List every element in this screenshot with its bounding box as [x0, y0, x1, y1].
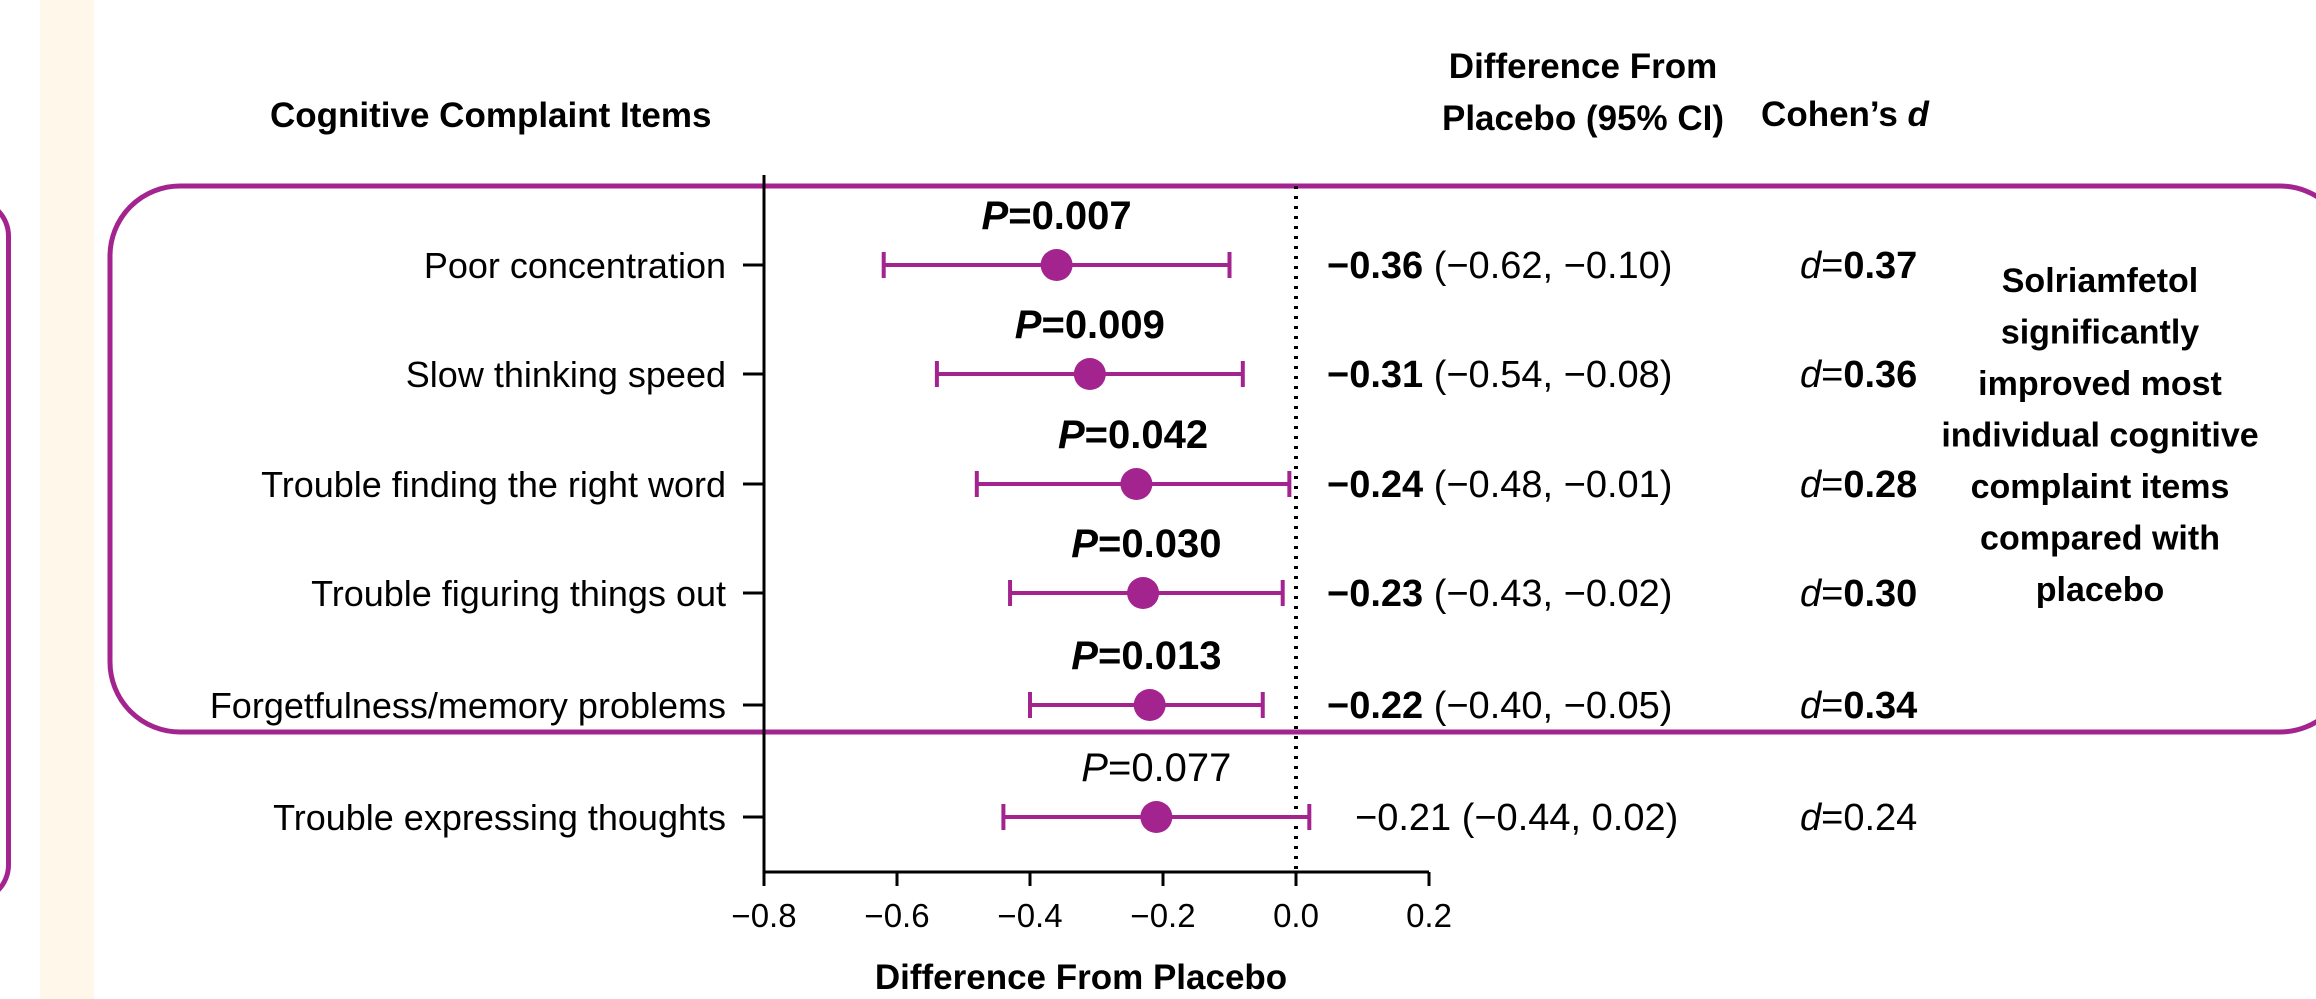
- items-header: Cognitive Complaint Items: [270, 96, 711, 135]
- row-label: Slow thinking speed: [406, 354, 726, 395]
- conclusion-note-line: complaint items: [1971, 468, 2230, 506]
- row-label: Forgetfulness/memory problems: [210, 685, 726, 726]
- conclusion-note-line: significantly: [2001, 314, 2199, 352]
- p-value-label: P=0.042: [1058, 413, 1208, 457]
- x-tick-label: 0.0: [1273, 897, 1319, 934]
- cohens-d-value: d=0.37: [1800, 245, 1917, 287]
- difference-header-line1: Difference From: [1449, 47, 1717, 86]
- difference-ci-text: −0.22 (−0.40, −0.05): [1327, 685, 1672, 727]
- cohens-d-value: d=0.30: [1800, 573, 1917, 615]
- row-label: Trouble expressing thoughts: [273, 797, 726, 838]
- conclusion-note-line: compared with: [1980, 520, 2220, 558]
- x-tick-label: −0.2: [1130, 897, 1195, 934]
- conclusion-note-line: Solriamfetol: [2002, 262, 2198, 300]
- left-side-strip: [40, 0, 94, 999]
- difference-ci-text: −0.31 (−0.54, −0.08): [1327, 354, 1672, 396]
- cohens-d-value: d=0.36: [1800, 354, 1917, 396]
- x-tick-label: −0.4: [997, 897, 1062, 934]
- x-tick-label: −0.6: [864, 897, 929, 934]
- point-estimate: [1040, 249, 1073, 281]
- cohens-d-value: d=0.34: [1800, 685, 1917, 727]
- forest-row: Poor concentration P=0.007 −0.36 (−0.62, −…: [424, 194, 1918, 287]
- x-tick-label: −0.8: [731, 897, 796, 934]
- conclusion-note: Solriamfetol significantly improved most in…: [1941, 262, 2258, 609]
- forest-row: Forgetfulness/memory problems P=0.013 −0.2…: [210, 634, 1918, 727]
- forest-row: Trouble figuring things out P=0.030 −0.23 …: [311, 522, 1917, 615]
- difference-header-line2: Placebo (95% CI): [1442, 99, 1724, 138]
- point-estimate: [1073, 358, 1106, 390]
- row-label: Poor concentration: [424, 245, 726, 286]
- x-tick-label: 0.2: [1406, 897, 1452, 934]
- cohens-d-header: Cohen’s d: [1761, 95, 1930, 134]
- difference-ci-text: −0.24 (−0.48, −0.01): [1327, 464, 1672, 506]
- p-value-label: P=0.009: [1015, 303, 1165, 347]
- p-value-label: P=0.077: [1081, 746, 1231, 790]
- conclusion-note-line: individual cognitive: [1941, 417, 2258, 455]
- cohens-d-value: d=0.28: [1800, 464, 1917, 506]
- difference-ci-text: −0.23 (−0.43, −0.02): [1327, 573, 1672, 615]
- difference-ci-text: −0.36 (−0.62, −0.10): [1327, 245, 1672, 287]
- p-value-label: P=0.007: [982, 194, 1132, 238]
- cohens-d-value: d=0.24: [1800, 797, 1917, 839]
- x-axis-label: Difference From Placebo: [875, 958, 1287, 997]
- point-estimate: [1127, 577, 1160, 609]
- point-estimate: [1120, 468, 1153, 500]
- point-estimate: [1140, 801, 1173, 833]
- row-label: Trouble finding the right word: [261, 464, 726, 505]
- point-estimate: [1133, 689, 1166, 721]
- p-value-label: P=0.013: [1071, 634, 1221, 678]
- p-value-label: P=0.030: [1071, 522, 1221, 566]
- significant-items-box: [107, 183, 2316, 735]
- conclusion-note-line: placebo: [2036, 571, 2164, 609]
- forest-row: Trouble expressing thoughts P=0.077 −0.21 …: [273, 746, 1917, 839]
- difference-ci-text: −0.21 (−0.44, 0.02): [1355, 797, 1678, 839]
- row-label: Trouble figuring things out: [311, 573, 726, 614]
- forest-row: Trouble finding the right word P=0.042 −0.…: [261, 413, 1917, 506]
- forest-row: Slow thinking speed P=0.009 −0.31 (−0.54, …: [406, 303, 1918, 396]
- conclusion-note-line: improved most: [1978, 365, 2222, 403]
